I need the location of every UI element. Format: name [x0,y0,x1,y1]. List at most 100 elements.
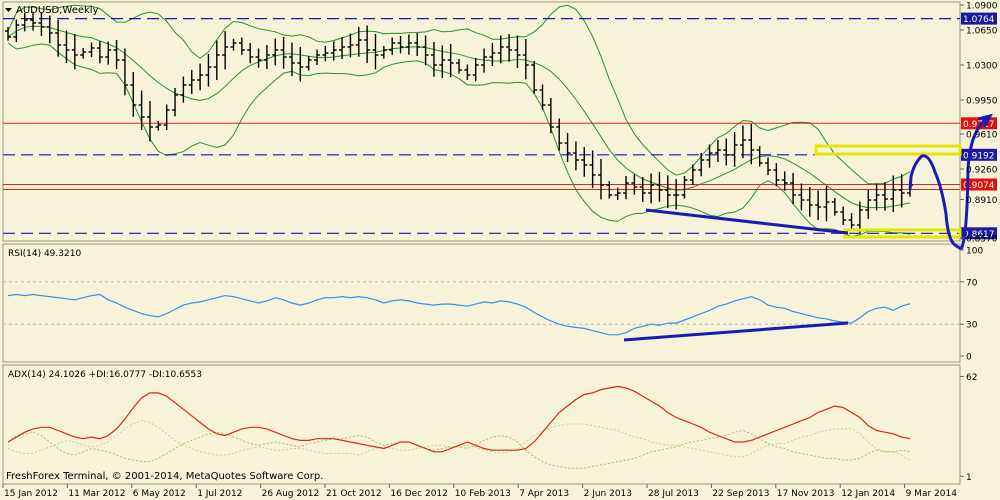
price-bar[interactable] [88,42,95,57]
price-bar[interactable] [589,150,596,189]
price-bar[interactable] [497,35,504,64]
price-bar[interactable] [146,101,153,142]
price-bar[interactable] [873,183,880,211]
price-bar[interactable] [322,46,329,62]
price-bar[interactable] [572,141,579,171]
price-bar[interactable] [105,41,112,65]
price-bar[interactable] [539,84,546,110]
price-bar[interactable] [46,15,53,44]
price-bar[interactable] [790,173,797,204]
price-bar[interactable] [564,133,571,162]
adx-panel[interactable] [2,364,961,485]
price-bar[interactable] [606,181,613,199]
price-bar[interactable] [464,64,471,80]
price-bar[interactable] [731,132,738,167]
price-bar[interactable] [656,172,663,202]
price-bar[interactable] [380,46,387,59]
price-bar[interactable] [522,39,529,80]
price-bar[interactable] [339,37,346,59]
price-bar[interactable] [172,88,179,117]
price-bar[interactable] [113,40,120,69]
price-bar[interactable] [890,175,897,213]
price-bar[interactable] [856,201,863,233]
price-bar[interactable] [547,98,554,134]
price-bar[interactable] [5,27,11,41]
price-bar[interactable] [806,187,813,217]
price-bar[interactable] [213,40,220,81]
price-bar[interactable] [556,118,563,151]
symbol-dropdown-icon[interactable] [5,8,12,12]
price-bar[interactable] [865,190,872,219]
price-bar[interactable] [848,213,855,232]
price-bar[interactable] [80,48,87,59]
price-bar[interactable] [631,174,638,195]
price-bar[interactable] [489,43,496,66]
price-bar[interactable] [280,37,287,69]
price-bar[interactable] [130,72,137,117]
price-bar[interactable] [823,186,830,222]
price-bar[interactable] [689,164,696,185]
price-bar[interactable] [456,59,462,74]
price-bar[interactable] [155,121,162,131]
price-bar[interactable] [614,187,621,200]
price-bar[interactable] [531,61,538,94]
price-bar[interactable] [815,190,822,221]
price-bar[interactable] [389,37,396,55]
price-bar[interactable] [38,13,45,36]
price-bar[interactable] [247,43,254,64]
price-bar[interactable] [472,58,479,82]
price-bar[interactable] [63,30,70,64]
price-bar[interactable] [430,42,437,77]
price-bar[interactable] [163,104,170,130]
price-bar[interactable] [447,44,454,78]
price-bar[interactable] [514,35,521,69]
price-bar[interactable] [756,146,763,167]
price-bar[interactable] [698,153,705,177]
price-bar[interactable] [288,42,295,77]
price-bar[interactable] [597,159,604,200]
price-bar[interactable] [648,173,655,204]
price-bar[interactable] [831,198,838,216]
price-bar[interactable] [506,34,513,62]
price-bar[interactable] [138,90,145,131]
price-bar[interactable] [364,25,371,64]
price-bar[interactable] [405,34,412,55]
price-bar[interactable] [581,147,588,177]
price-bar[interactable] [96,41,103,64]
price-bar[interactable] [230,39,237,51]
price-bar[interactable] [481,48,488,73]
price-bar[interactable] [21,13,28,32]
price-bar[interactable] [355,27,362,57]
price-bar[interactable] [238,37,245,55]
price-bar[interactable] [180,76,187,103]
price-bar[interactable] [314,49,321,65]
price-bar[interactable] [773,163,780,187]
price-bar[interactable] [188,70,195,94]
price-bar[interactable] [714,140,721,162]
price-bar[interactable] [71,34,78,70]
price-bar[interactable] [372,34,379,70]
price-bar[interactable] [30,11,37,31]
price-bar[interactable] [798,183,805,211]
price-bar[interactable] [197,63,204,91]
price-bar[interactable] [330,41,337,61]
price-bar[interactable] [881,182,888,211]
price-bar[interactable] [272,38,279,66]
price-bar[interactable] [439,45,446,79]
main-price-panel[interactable] [2,1,961,242]
price-bar[interactable] [765,157,772,175]
price-bar[interactable] [673,179,680,210]
price-bar[interactable] [898,174,905,208]
price-bar[interactable] [681,176,688,199]
price-bar[interactable] [347,33,354,58]
price-bar[interactable] [13,19,20,42]
price-bar[interactable] [840,206,847,225]
price-bar[interactable] [748,124,755,165]
price-bar[interactable] [664,175,671,209]
price-bar[interactable] [263,45,270,69]
price-bar[interactable] [639,177,646,202]
price-bar[interactable] [121,48,128,96]
price-bar[interactable] [55,20,62,57]
price-bar[interactable] [397,36,404,54]
price-bar[interactable] [297,47,304,82]
